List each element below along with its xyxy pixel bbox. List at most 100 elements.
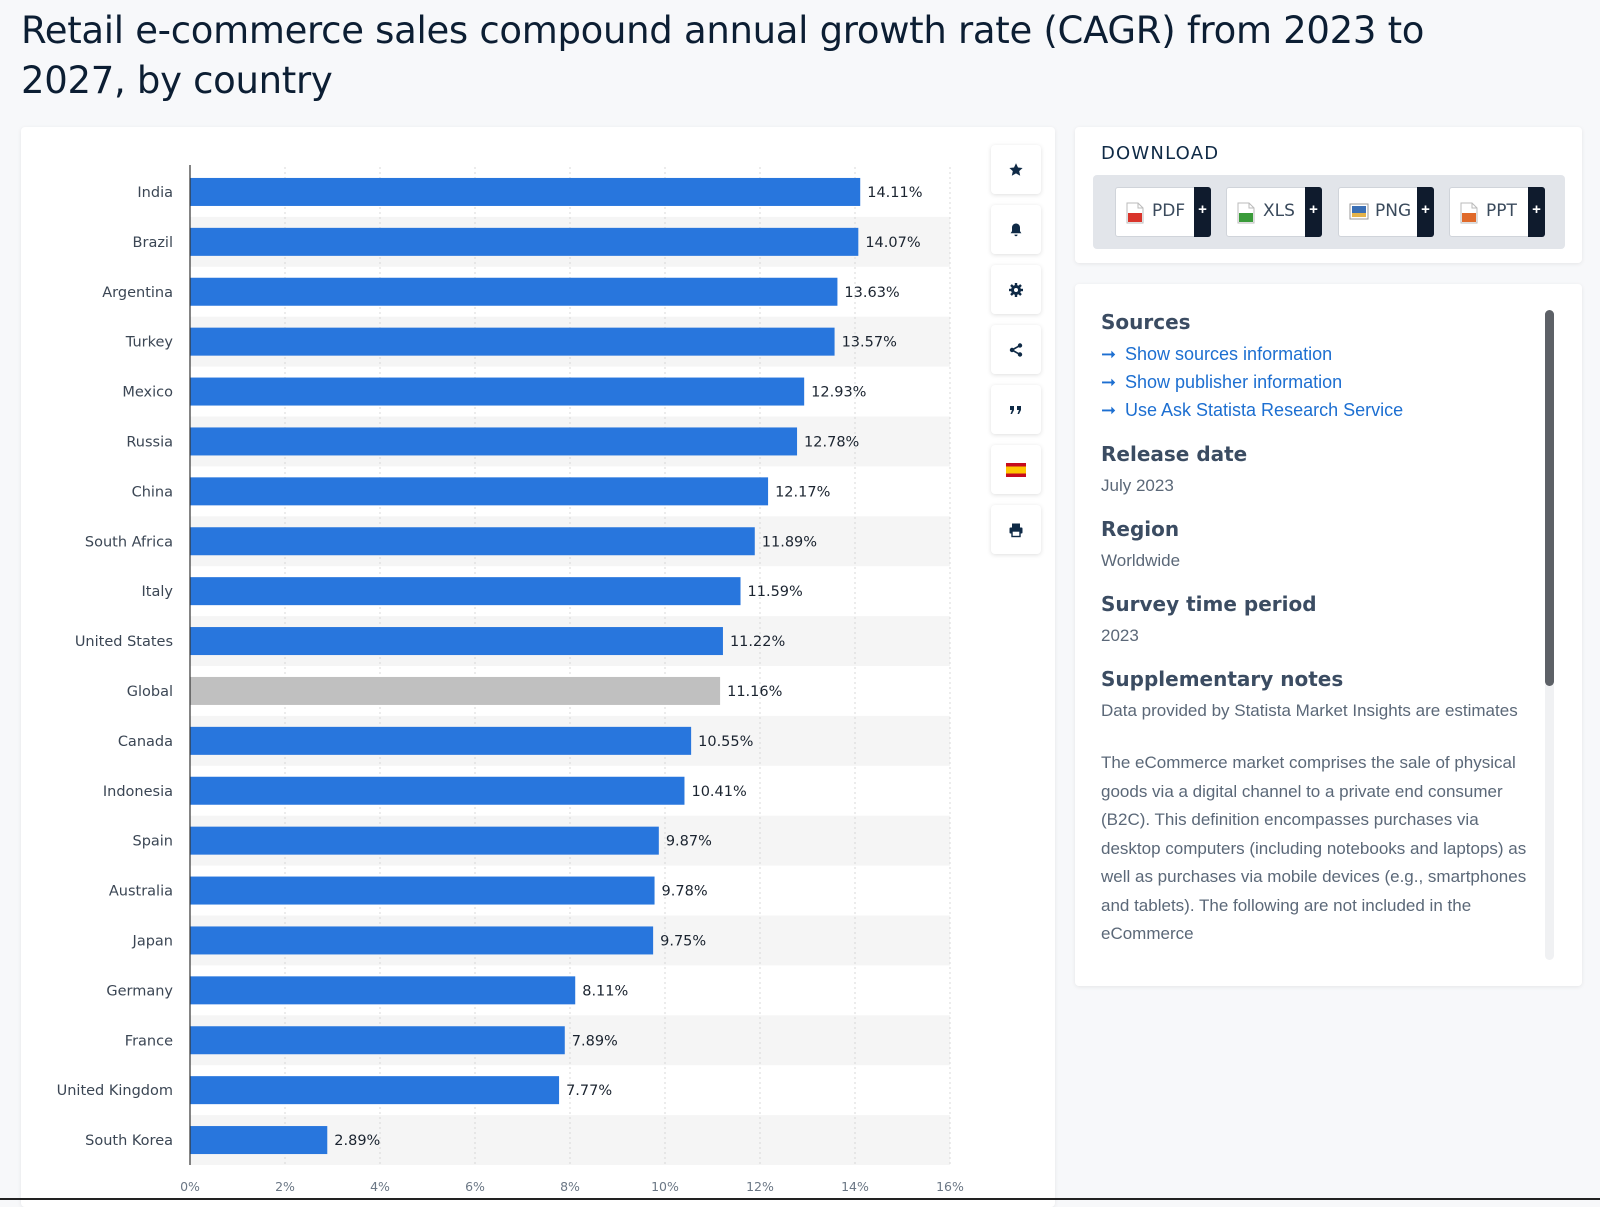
value-label: 14.11% <box>867 185 922 201</box>
bar[interactable] <box>190 277 838 306</box>
info-content: Sources ➞ Show sources information ➞ Show … <box>1101 310 1541 960</box>
x-tick-label: 4% <box>370 1179 390 1194</box>
gear-icon <box>1009 282 1023 297</box>
ask-statista-link-label: Use Ask Statista Research Service <box>1125 400 1404 420</box>
x-tick-label: 12% <box>746 1179 774 1194</box>
value-label: 11.89% <box>762 534 817 550</box>
info-panel: Sources ➞ Show sources information ➞ Show … <box>1075 284 1582 986</box>
x-tick-label: 10% <box>651 1179 679 1194</box>
bottom-edge <box>0 1198 1600 1200</box>
ppt-file-icon <box>1460 202 1478 224</box>
category-label: South Korea <box>85 1133 173 1149</box>
bar[interactable] <box>190 477 769 506</box>
category-label: Australia <box>109 884 173 900</box>
cite-button[interactable] <box>991 385 1041 434</box>
bar[interactable] <box>190 577 741 606</box>
show-publisher-link[interactable]: ➞ Show publisher information <box>1101 368 1541 396</box>
supplementary-notes-value: Data provided by Statista Market Insight… <box>1101 701 1518 720</box>
arrow-right-icon: ➞ <box>1101 372 1117 392</box>
supplementary-notes-heading: Supplementary notes <box>1101 667 1344 691</box>
download-png-plus[interactable]: + <box>1417 187 1434 237</box>
bar[interactable] <box>190 976 576 1005</box>
bar[interactable] <box>190 1026 565 1055</box>
value-label: 14.07% <box>865 235 920 251</box>
category-label: Italy <box>142 584 174 600</box>
value-label: 10.55% <box>698 734 753 750</box>
download-xls-button[interactable]: XLS + <box>1226 187 1322 237</box>
value-label: 12.93% <box>811 385 866 401</box>
value-label: 9.87% <box>666 834 712 850</box>
category-label: Canada <box>118 734 173 750</box>
info-scrollbar-thumb[interactable] <box>1545 310 1554 686</box>
bar[interactable] <box>190 177 861 206</box>
download-pdf-plus[interactable]: + <box>1194 187 1211 237</box>
download-png-button[interactable]: PNG + <box>1338 187 1434 237</box>
value-label: 9.78% <box>662 884 708 900</box>
x-tick-label: 6% <box>465 1179 485 1194</box>
category-label: Mexico <box>122 385 173 401</box>
category-label: Russia <box>126 434 173 450</box>
bar[interactable] <box>190 926 654 955</box>
category-label: Argentina <box>102 285 173 301</box>
print-icon <box>1009 523 1023 537</box>
download-ppt-plus[interactable]: + <box>1528 187 1545 237</box>
bar[interactable] <box>190 826 659 855</box>
category-label: South Africa <box>85 534 173 550</box>
bar[interactable] <box>190 627 723 656</box>
x-tick-label: 8% <box>560 1179 580 1194</box>
x-tick-label: 0% <box>180 1179 200 1194</box>
show-publisher-link-label: Show publisher information <box>1125 372 1343 392</box>
arrow-right-icon: ➞ <box>1101 400 1117 420</box>
bar[interactable] <box>190 726 692 755</box>
chart-toolbar <box>991 145 1041 565</box>
bar[interactable] <box>190 227 859 256</box>
star-icon <box>1009 162 1023 176</box>
show-sources-link[interactable]: ➞ Show sources information <box>1101 340 1541 368</box>
page-title: Retail e-commerce sales compound annual … <box>21 9 1425 102</box>
value-label: 7.89% <box>572 1033 618 1049</box>
share-icon <box>1009 342 1023 357</box>
ask-statista-link[interactable]: ➞ Use Ask Statista Research Service <box>1101 396 1541 424</box>
bar[interactable] <box>190 377 805 406</box>
download-bar: PDF + XLS + PNG + PPT + <box>1093 175 1565 249</box>
bar[interactable] <box>190 327 835 356</box>
category-label: United Kingdom <box>57 1083 173 1099</box>
arrow-right-icon: ➞ <box>1101 344 1117 364</box>
bar[interactable] <box>190 1126 328 1155</box>
category-label: China <box>132 484 173 500</box>
print-button[interactable] <box>991 505 1041 554</box>
category-label: Global <box>127 684 173 700</box>
value-label: 8.11% <box>582 983 628 999</box>
bar[interactable] <box>190 427 798 456</box>
x-tick-label: 14% <box>841 1179 869 1194</box>
download-ppt-button[interactable]: PPT + <box>1449 187 1545 237</box>
category-label: Spain <box>132 834 173 850</box>
survey-period-value: 2023 <box>1101 626 1139 645</box>
bar[interactable] <box>190 776 685 805</box>
value-label: 10.41% <box>691 784 746 800</box>
sources-links: ➞ Show sources information ➞ Show publishe… <box>1101 340 1541 424</box>
settings-button[interactable] <box>991 265 1041 314</box>
download-pdf-button[interactable]: PDF + <box>1115 187 1211 237</box>
favorite-button[interactable] <box>991 145 1041 194</box>
chart-card: 0% 2% 4% 6% 8% 10% 12% 14% 16% India 14.11% Brazil 1… <box>21 127 1055 1207</box>
category-label: United States <box>75 634 173 650</box>
png-file-icon <box>1349 203 1369 220</box>
xls-file-icon <box>1237 202 1255 224</box>
language-button[interactable] <box>991 445 1041 494</box>
bar-chart: 0% 2% 4% 6% 8% 10% 12% 14% 16% India 14.11% Brazil 1… <box>57 165 964 1194</box>
notification-button[interactable] <box>991 205 1041 254</box>
flag-icon <box>1006 462 1026 477</box>
download-xls-label: XLS <box>1263 201 1295 221</box>
download-png-label: PNG <box>1375 201 1412 221</box>
bar[interactable] <box>190 676 721 705</box>
category-label: India <box>137 185 173 201</box>
bar[interactable] <box>190 527 755 556</box>
release-date-value: July 2023 <box>1101 476 1174 495</box>
share-button[interactable] <box>991 325 1041 374</box>
bar[interactable] <box>190 1076 560 1105</box>
download-xls-plus[interactable]: + <box>1305 187 1322 237</box>
value-label: 9.75% <box>660 933 706 949</box>
x-tick-label: 2% <box>275 1179 295 1194</box>
bar[interactable] <box>190 876 655 905</box>
